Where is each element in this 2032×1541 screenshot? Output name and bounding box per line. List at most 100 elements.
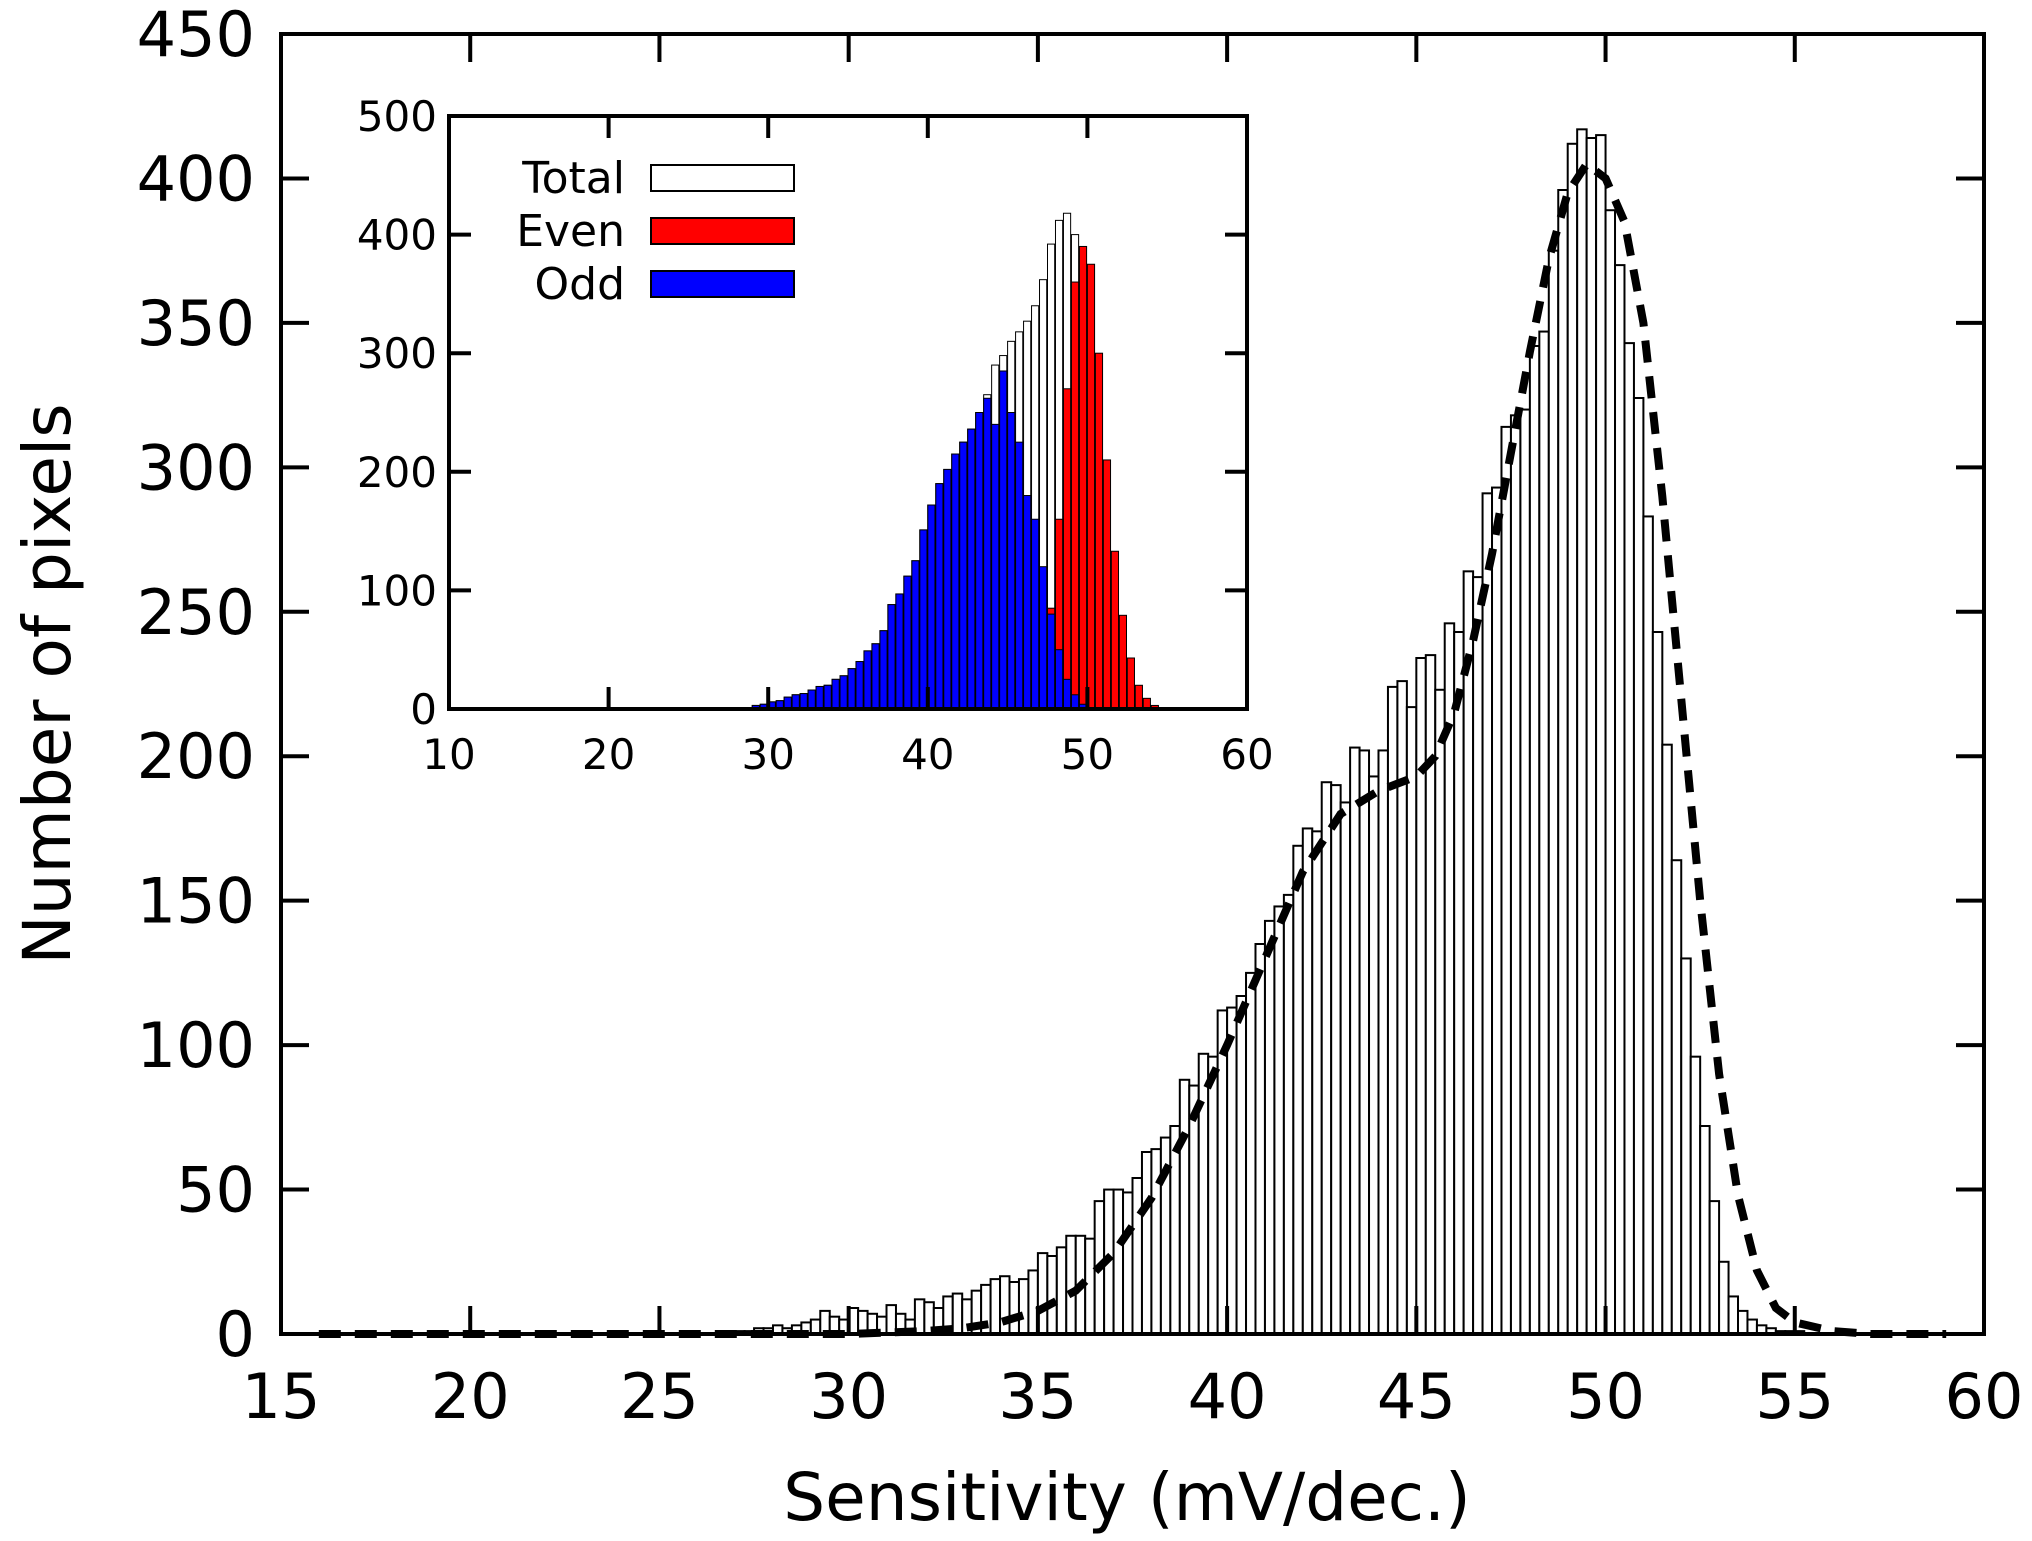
inset-bar-odd bbox=[807, 689, 816, 710]
main-bar-total bbox=[1538, 330, 1550, 1335]
inset-bar-odd bbox=[799, 693, 808, 710]
main-bar-total bbox=[1263, 919, 1276, 1335]
main-x-tick-label: 15 bbox=[242, 1360, 321, 1433]
inset-x-tick-label: 50 bbox=[1061, 730, 1114, 779]
main-bar-total bbox=[1453, 631, 1465, 1335]
main-y-tick-label: 450 bbox=[137, 0, 255, 71]
main-bar-total bbox=[1311, 830, 1323, 1336]
main-y-axis-title: Number of pixels bbox=[9, 403, 86, 964]
main-bar-total bbox=[1434, 688, 1446, 1335]
main-y-tick-label: 200 bbox=[137, 720, 255, 793]
inset-bar-odd bbox=[1007, 412, 1016, 710]
main-bar-total bbox=[1169, 1125, 1181, 1335]
main-bar-total bbox=[1046, 1255, 1058, 1335]
main-bar-total bbox=[1632, 397, 1645, 1335]
main-bar-total bbox=[1292, 844, 1304, 1336]
inset-y-tick-label: 0 bbox=[410, 685, 437, 734]
main-bar-total bbox=[1519, 408, 1531, 1335]
inset-y-tick-label: 500 bbox=[357, 92, 437, 141]
main-bar-total bbox=[1188, 1084, 1200, 1336]
inset-bar-odd bbox=[1047, 613, 1056, 710]
main-bar-total bbox=[1718, 1260, 1730, 1336]
main-x-tick-label: 25 bbox=[620, 1360, 699, 1433]
main-bar-total bbox=[1178, 1078, 1191, 1336]
inset-bar-even bbox=[1134, 684, 1143, 710]
main-bar-total bbox=[1207, 1055, 1219, 1336]
inset-bar-odd bbox=[935, 483, 944, 710]
main-bar-total bbox=[1339, 801, 1352, 1335]
main-y-tick-label: 250 bbox=[137, 576, 255, 649]
inset-bar-odd bbox=[839, 675, 848, 710]
inset-bar-odd bbox=[871, 643, 880, 710]
inset-bar-odd bbox=[903, 575, 912, 710]
inset-bar-even bbox=[1110, 550, 1120, 710]
inset-bar-odd bbox=[855, 661, 864, 710]
main-bar-total bbox=[1415, 657, 1427, 1335]
inset-bar-odd bbox=[959, 441, 968, 710]
main-bar-total bbox=[1197, 1052, 1210, 1336]
main-bar-total bbox=[1254, 943, 1266, 1335]
main-x-tick-label: 55 bbox=[1755, 1360, 1834, 1433]
inset-bar-even bbox=[1094, 352, 1104, 710]
main-bar-total bbox=[1084, 1237, 1096, 1336]
main-bar-total bbox=[1235, 995, 1248, 1335]
main-x-tick-label: 35 bbox=[998, 1360, 1077, 1433]
inset-bar-odd bbox=[831, 678, 840, 710]
main-bar-total bbox=[1746, 1318, 1758, 1336]
main-bar-total bbox=[1330, 784, 1342, 1335]
inset-bar-even bbox=[1118, 614, 1127, 710]
legend-swatch-total bbox=[650, 164, 795, 192]
main-bar-total bbox=[1708, 1200, 1721, 1335]
main-x-tick-label: 20 bbox=[431, 1360, 510, 1433]
main-bar-total bbox=[1727, 1295, 1740, 1335]
inset-bar-odd bbox=[967, 428, 976, 710]
main-x-tick-label: 30 bbox=[809, 1360, 888, 1433]
inset-y-tick-label: 300 bbox=[357, 329, 437, 378]
legend-swatch-even bbox=[650, 217, 795, 245]
main-bar-total bbox=[1623, 342, 1635, 1335]
main-y-tick-label: 100 bbox=[137, 1009, 255, 1082]
main-bar-total bbox=[1670, 859, 1683, 1335]
inset-bar-odd bbox=[1023, 495, 1032, 710]
inset-bar-odd bbox=[1054, 649, 1064, 710]
main-bar-total bbox=[1008, 1281, 1020, 1335]
main-x-tick-label: 60 bbox=[1945, 1360, 2024, 1433]
inset-x-tick-label: 40 bbox=[901, 730, 954, 779]
main-bar-total bbox=[1368, 775, 1380, 1335]
inset-bar-even bbox=[1070, 281, 1080, 710]
inset-bar-odd bbox=[983, 397, 992, 710]
main-bar-total bbox=[1112, 1188, 1125, 1336]
inset-bar-odd bbox=[1070, 694, 1080, 710]
main-x-tick-label: 50 bbox=[1566, 1360, 1645, 1433]
inset-x-tick-label: 60 bbox=[1220, 730, 1273, 779]
main-bar-total bbox=[1661, 743, 1673, 1335]
main-bar-total bbox=[1500, 425, 1512, 1335]
main-bar-total bbox=[1737, 1309, 1749, 1336]
main-bar-total bbox=[999, 1275, 1011, 1335]
main-bar-total bbox=[885, 1304, 897, 1335]
inset-y-tick-label: 100 bbox=[357, 566, 437, 615]
main-bar-total bbox=[1349, 746, 1361, 1335]
main-bar-total bbox=[1282, 893, 1295, 1335]
main-bar-total bbox=[1216, 1009, 1229, 1335]
main-bar-total bbox=[1226, 1006, 1238, 1335]
inset-bar-odd bbox=[847, 668, 856, 710]
main-y-tick-label: 50 bbox=[176, 1154, 255, 1227]
inset-bar-odd bbox=[823, 684, 832, 710]
main-y-tick-label: 150 bbox=[137, 865, 255, 938]
main-bar-total bbox=[809, 1318, 822, 1336]
main-y-tick-label: 300 bbox=[137, 431, 255, 504]
main-bar-total bbox=[1614, 264, 1626, 1335]
main-x-tick-label: 45 bbox=[1377, 1360, 1456, 1433]
main-x-axis-title: Sensitivity (mV/dec.) bbox=[783, 1459, 1471, 1536]
inset-bar-odd bbox=[991, 423, 1000, 710]
main-bar-total bbox=[1273, 905, 1285, 1335]
main-bar-total bbox=[1509, 414, 1522, 1335]
inset-bar-odd bbox=[1062, 678, 1072, 710]
inset-bar-odd bbox=[975, 412, 984, 710]
main-plot-frame bbox=[279, 32, 1986, 1336]
main-bar-total bbox=[1585, 137, 1598, 1335]
main-bar-total bbox=[1680, 957, 1692, 1335]
main-bar-total bbox=[1065, 1234, 1077, 1336]
